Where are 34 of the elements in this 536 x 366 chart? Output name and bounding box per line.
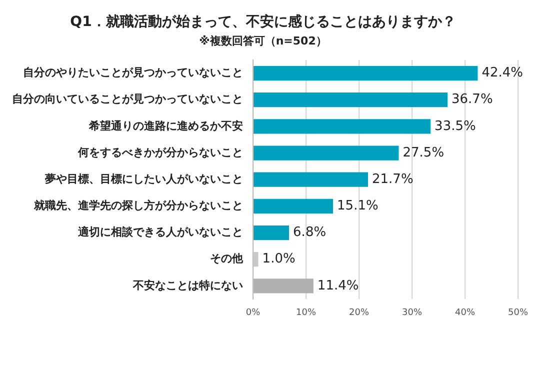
y-tick-label: 自分の向いていることが見つかっていないこと xyxy=(12,92,243,106)
bar xyxy=(254,146,399,160)
x-tick-label: 0% xyxy=(246,308,261,318)
y-tick-label: 自分のやりたいことが見つかっていないこと xyxy=(23,66,243,80)
bar xyxy=(254,252,258,267)
y-tick-label: 就職先、進学先の探し方が分からないこと xyxy=(33,199,243,212)
data-label: 42.4% xyxy=(482,66,524,81)
x-tick-label: 10% xyxy=(296,308,316,318)
bar xyxy=(254,198,334,214)
y-tick-label: 不安なことは特にない xyxy=(132,278,243,292)
data-label: 1.0% xyxy=(262,252,296,267)
chart-title: Q1．就職活動が始まって、不安に感じることはありますか？ xyxy=(70,13,456,30)
x-tick-label: 40% xyxy=(454,308,476,318)
data-label: 21.7% xyxy=(372,172,414,187)
y-tick-label: 適切に相談できる人がいないこと xyxy=(77,226,243,239)
data-label: 33.5% xyxy=(434,118,476,134)
bar xyxy=(254,66,478,81)
x-tick-label: 20% xyxy=(348,308,370,318)
bar xyxy=(254,225,290,240)
data-label: 27.5% xyxy=(402,145,444,160)
data-label: 36.7% xyxy=(452,92,493,108)
y-tick-label: 何をするべきかが分からないこと xyxy=(77,146,243,159)
data-label: 11.4% xyxy=(317,278,359,294)
bar xyxy=(254,119,431,134)
y-tick-label: 希望通りの進路に進めるか不安 xyxy=(88,119,243,132)
bar xyxy=(254,172,368,187)
x-tick-label: 30% xyxy=(402,308,422,318)
chart-subtitle: ※複数回答可（n=502） xyxy=(199,34,327,48)
data-label: 15.1% xyxy=(337,198,378,214)
bar xyxy=(254,92,448,108)
y-tick-label: その他 xyxy=(210,252,244,266)
y-tick-label: 夢や目標、目標にしたい人がいないこと xyxy=(45,172,243,186)
x-tick-label: 50% xyxy=(508,308,528,318)
data-label: 6.8% xyxy=(293,225,326,240)
